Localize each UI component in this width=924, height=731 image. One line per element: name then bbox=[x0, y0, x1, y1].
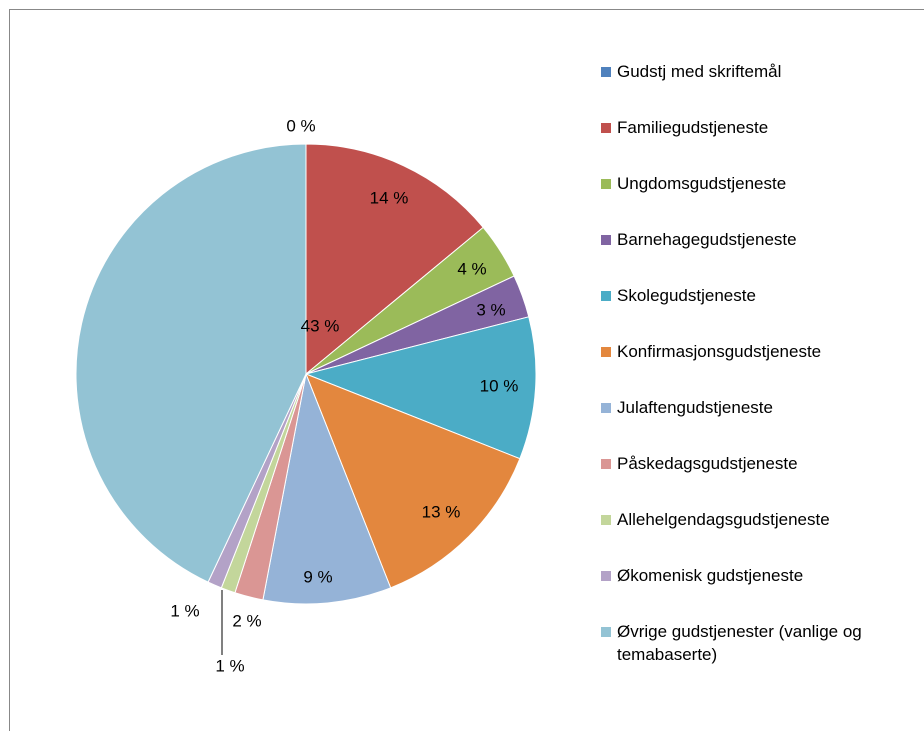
legend-swatch bbox=[601, 515, 611, 525]
legend-label: Gudstj med skriftemål bbox=[617, 62, 782, 81]
pie-slice bbox=[262, 372, 392, 605]
pie-slice bbox=[305, 373, 521, 589]
legend-swatch bbox=[601, 571, 611, 581]
legend-swatch bbox=[601, 347, 611, 357]
data-label: 0 % bbox=[286, 116, 315, 135]
legend-swatch bbox=[601, 235, 611, 245]
legend-swatch bbox=[601, 67, 611, 77]
data-label: 13 % bbox=[422, 502, 461, 521]
legend-swatch bbox=[601, 403, 611, 413]
legend-label: Økomenisk gudstjeneste bbox=[617, 566, 804, 585]
data-label: 3 % bbox=[476, 300, 505, 319]
chart-border bbox=[9, 9, 924, 731]
data-label: 4 % bbox=[457, 259, 486, 278]
legend-label: Øvrige gudstjenester (vanlige og temabas… bbox=[617, 622, 862, 664]
data-label: 9 % bbox=[303, 567, 332, 586]
pie-slice bbox=[304, 316, 537, 460]
legend-label: Julaftengudstjeneste bbox=[617, 398, 773, 417]
data-label: 1 % bbox=[215, 656, 244, 675]
legend-label: Konfirmasjonsgudstjeneste bbox=[617, 342, 822, 361]
data-label: 43 % bbox=[301, 316, 340, 335]
legend-label: Familiegudstjeneste bbox=[617, 118, 769, 137]
pie-slice bbox=[75, 143, 307, 583]
data-label: 2 % bbox=[232, 611, 261, 630]
legend-label: Skolegudstjeneste bbox=[617, 286, 756, 305]
legend-swatch bbox=[601, 179, 611, 189]
legend-swatch bbox=[601, 291, 611, 301]
data-label: 1 % bbox=[170, 601, 199, 620]
data-label: 14 % bbox=[370, 188, 409, 207]
legend-label: Allehelgendagsgudstjeneste bbox=[617, 510, 830, 529]
data-label: 10 % bbox=[480, 376, 519, 395]
legend-swatch bbox=[601, 123, 611, 133]
legend-label: Ungdomsgudstjeneste bbox=[617, 174, 787, 193]
pie-slice bbox=[305, 143, 484, 376]
legend-label: Barnehagegudstjeneste bbox=[617, 230, 797, 249]
legend-swatch bbox=[601, 627, 611, 637]
legend-swatch bbox=[601, 459, 611, 469]
legend-label: Påskedagsgudstjeneste bbox=[617, 454, 798, 473]
